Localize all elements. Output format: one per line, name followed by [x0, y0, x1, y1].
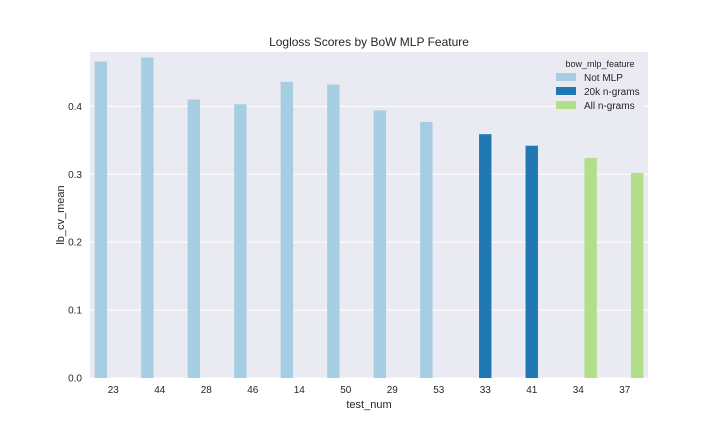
bars [94, 57, 644, 379]
legend-label: 20k n-grams [584, 87, 640, 98]
y-axis-label: lb_cv_mean [55, 185, 67, 244]
x-tick-label: 37 [619, 385, 631, 396]
legend-swatch [556, 101, 576, 109]
legend: bow_mlp_feature Not MLP 20k n-grams All n-… [556, 58, 644, 116]
gridlines [90, 105, 648, 379]
bar [584, 157, 597, 378]
legend-title: bow_mlp_feature [565, 59, 634, 69]
x-tick-label: 33 [480, 385, 492, 396]
bar [373, 110, 387, 379]
bar [420, 121, 433, 379]
y-tick-label: 0.0 [68, 374, 82, 385]
bar [141, 57, 154, 378]
bar [525, 145, 538, 378]
bar [187, 99, 201, 379]
x-tick-label: 50 [340, 385, 352, 396]
x-tick-label: 23 [108, 385, 120, 396]
legend-swatch [556, 87, 576, 95]
y-tick-label: 0.2 [68, 238, 82, 249]
y-tick-label: 0.1 [68, 306, 82, 317]
x-tick-label: 14 [294, 385, 306, 396]
y-tick-labels: 0.0 0.1 0.2 0.3 0.4 [68, 102, 82, 385]
bar [630, 172, 644, 378]
legend-swatch [556, 73, 576, 81]
x-tick-label: 46 [247, 385, 259, 396]
x-tick-label: 53 [433, 385, 445, 396]
y-tick-label: 0.4 [68, 102, 82, 113]
legend-label: Not MLP [584, 73, 623, 84]
bar [234, 104, 247, 378]
bar [479, 134, 492, 378]
x-tick-label: 28 [201, 385, 213, 396]
x-axis-label: test_num [346, 399, 391, 411]
bar [280, 81, 294, 378]
x-tick-label: 29 [387, 385, 399, 396]
x-tick-label: 34 [573, 385, 585, 396]
x-tick-label: 44 [154, 385, 166, 396]
bar [327, 84, 340, 378]
bar [94, 61, 108, 379]
chart-title: Logloss Scores by BoW MLP Feature [269, 35, 469, 49]
x-tick-labels: 23 44 28 46 14 50 29 53 33 41 34 37 [108, 385, 631, 396]
legend-label: All n-grams [584, 101, 635, 112]
x-tick-label: 41 [526, 385, 538, 396]
y-tick-label: 0.3 [68, 170, 82, 181]
